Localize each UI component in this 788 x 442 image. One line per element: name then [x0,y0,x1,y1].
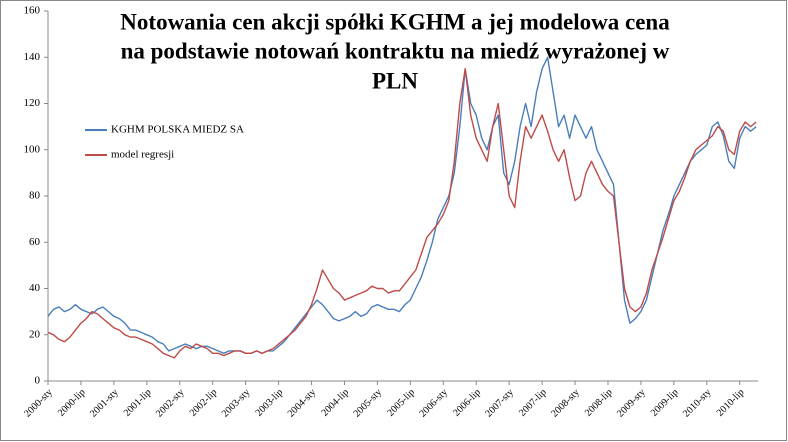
legend-label: model regresji [111,149,174,161]
legend-label: KGHM POLSKA MIEDZ SA [111,124,244,136]
series-line [47,68,757,359]
y-tick-label: 100 [24,143,41,155]
y-tick-label: 0 [35,375,41,387]
y-tick-label: 140 [24,51,41,63]
chart-title: PLN [372,68,418,93]
chart-title: na podstawie notowań kontraktu na miedź … [121,38,670,63]
y-tick-label: 60 [29,236,41,248]
y-tick-label: 20 [29,328,41,340]
y-tick-label: 80 [29,190,41,202]
chart-title: Notowania cen akcji spółki KGHM a jej mo… [120,9,670,34]
series-line [47,56,757,354]
y-tick-label: 120 [24,97,41,109]
y-tick-label: 160 [24,5,41,17]
y-tick-label: 40 [29,282,41,294]
